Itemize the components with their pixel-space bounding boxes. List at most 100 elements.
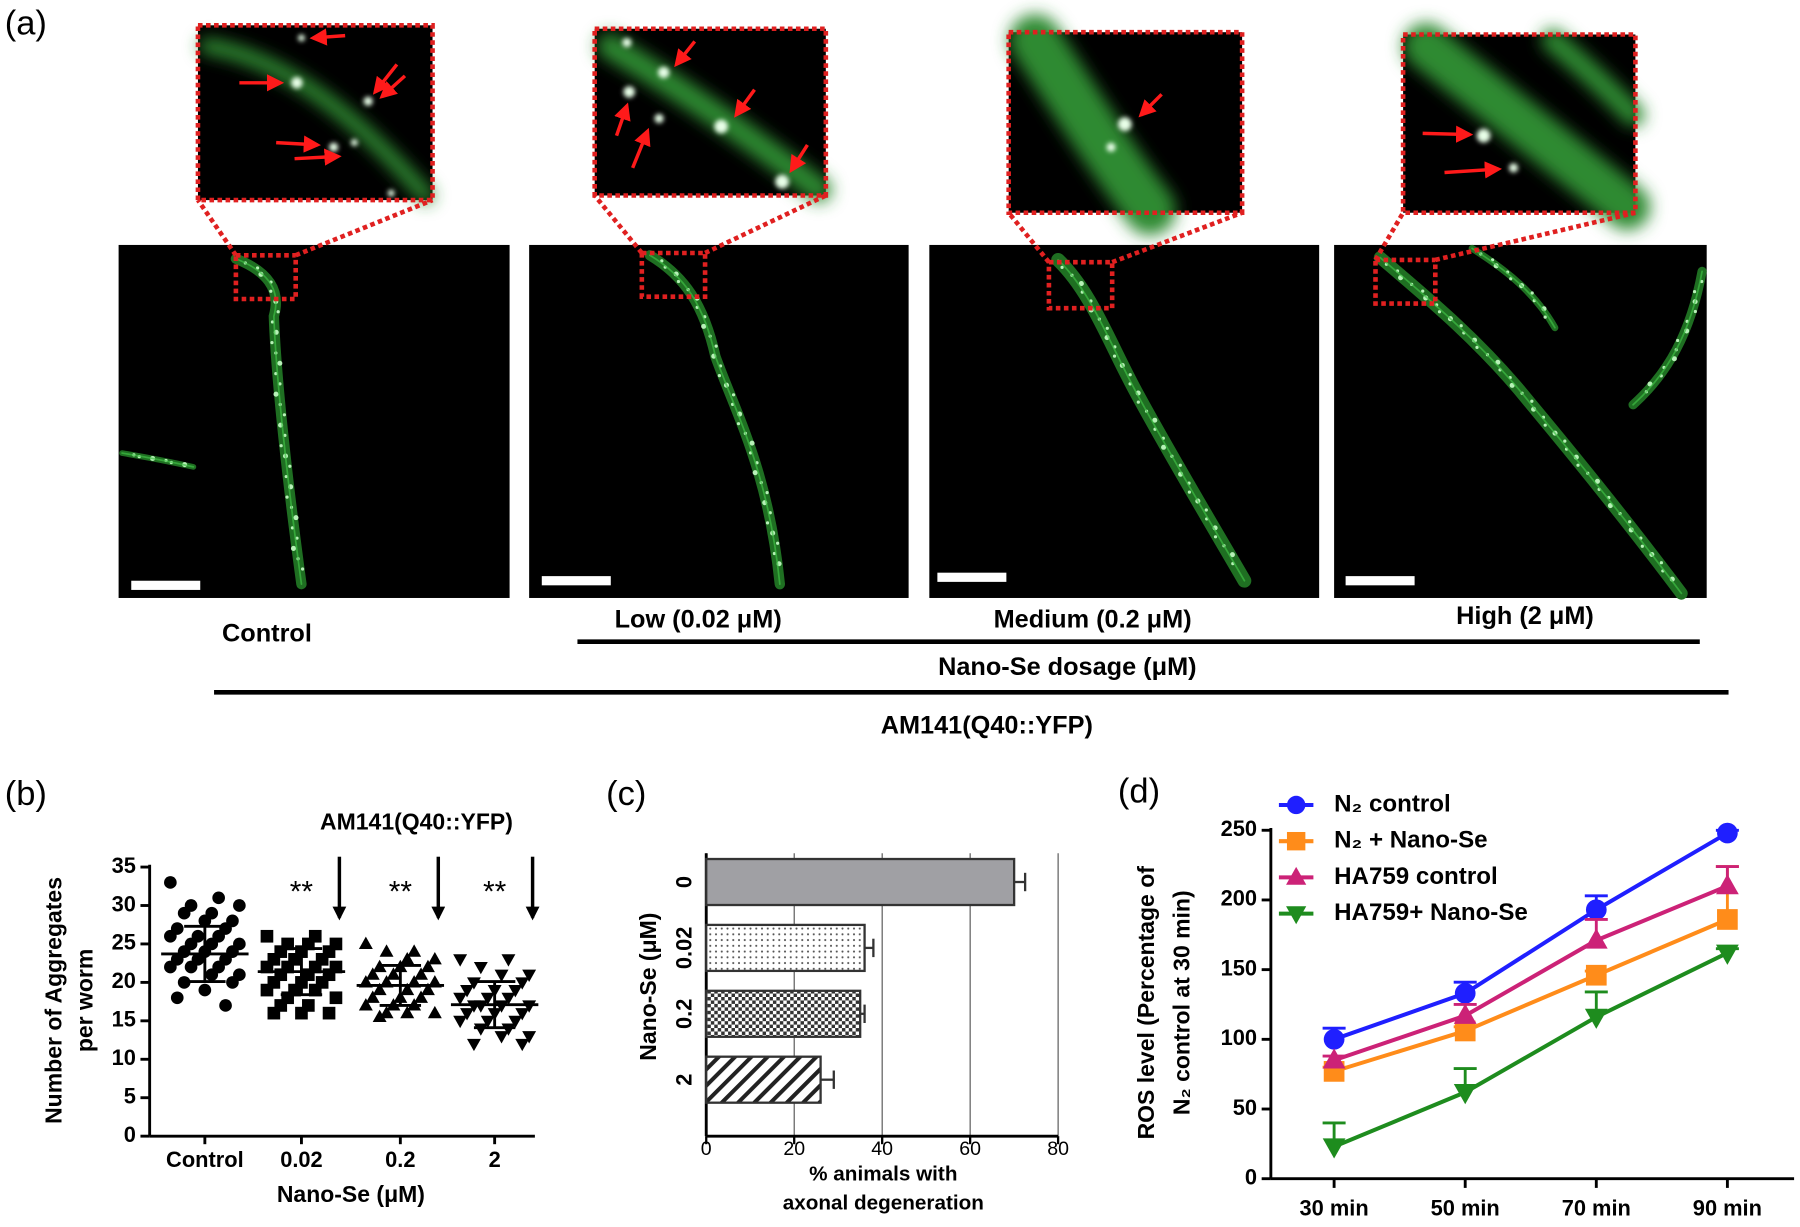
x-tick-label: 70 min: [1562, 1196, 1631, 1221]
marker: [473, 1023, 488, 1036]
data-point: [1585, 899, 1607, 921]
aggregate-dot: [731, 393, 736, 397]
marker: [164, 960, 177, 974]
y-tick-label: 100: [1221, 1025, 1257, 1050]
y-tick-label: 150: [1221, 955, 1257, 980]
y-tick-label: 2: [671, 1074, 696, 1086]
aggregate-dot: [1530, 291, 1534, 295]
arrow: [734, 88, 756, 118]
arrow: [614, 102, 631, 137]
data-point: [1585, 964, 1607, 986]
aggregate: [329, 142, 339, 152]
x-tick-label: 0.02: [280, 1147, 322, 1172]
y-tick-label: 0: [1245, 1164, 1257, 1189]
aggregate-dot: [765, 491, 769, 495]
marker: [407, 944, 422, 957]
marker: [365, 990, 380, 1003]
marker: [219, 999, 232, 1012]
x-axis-label: % animals with: [809, 1163, 957, 1186]
y-tick-label: 15: [112, 1007, 136, 1032]
micrograph: [929, 244, 1320, 598]
marker: [400, 952, 415, 965]
worms: [119, 244, 1707, 600]
x-tick-label: 30 min: [1300, 1196, 1369, 1221]
aggregate-dot: [1640, 544, 1644, 548]
arrow: [1138, 93, 1163, 118]
worm-edge: [649, 254, 781, 586]
y-tick-label: 250: [1221, 816, 1257, 841]
data-point: [1584, 1008, 1608, 1029]
marker: [372, 959, 387, 973]
aggregate-dot: [1530, 399, 1534, 403]
worm-dots: [1057, 259, 1246, 582]
marker: [414, 967, 429, 980]
aggregate-dot: [714, 344, 718, 348]
aggregate-dot: [269, 289, 273, 293]
strain-label: AM141(Q40::YFP): [881, 711, 1093, 739]
aggregate: [350, 139, 358, 147]
y-tick-label: 35: [112, 853, 136, 878]
marker: [260, 960, 274, 974]
y-tick-label: 0.2: [671, 999, 696, 1029]
y-tick-label: 200: [1221, 886, 1257, 911]
worm-edge: [1379, 256, 1683, 595]
zoom-region: [639, 250, 708, 299]
x-tick-label: 50 min: [1431, 1196, 1500, 1221]
marker: [453, 1015, 468, 1029]
micrograph: [529, 244, 909, 598]
marker: [379, 944, 394, 957]
aggregate-dot: [1437, 310, 1442, 314]
series-line: [1333, 831, 1729, 1042]
marker: [372, 1009, 387, 1023]
zoom-connector: [196, 197, 434, 258]
zoom-region: [1046, 259, 1115, 311]
aggregate-dot: [1659, 561, 1663, 565]
zoom-connector: [1006, 210, 1243, 265]
data-point: [1322, 1138, 1346, 1159]
worm-edge: [1632, 270, 1703, 406]
x-axis-label: axonal degeneration: [783, 1191, 984, 1214]
tissue: [1009, 14, 1176, 236]
aggregate: [623, 86, 635, 98]
aggregate-dot: [1178, 463, 1182, 467]
x-tick-label: 40: [871, 1138, 893, 1160]
aggregate: [387, 189, 395, 197]
x-tick-label: 80: [1047, 1138, 1069, 1160]
y-tick-label: 10: [112, 1045, 136, 1070]
condition-label: Medium (0.2 μM): [994, 606, 1192, 634]
dosage-label: Nano-Se dosage (μM): [938, 653, 1196, 681]
scale-bar: [541, 576, 611, 586]
series-line: [1333, 884, 1729, 1063]
x-tick-label: 20: [783, 1138, 805, 1160]
panel-label: (a): [5, 4, 47, 42]
data-point: [1323, 1028, 1345, 1050]
zoom-boxes: [195, 22, 1638, 311]
marker: [358, 936, 373, 950]
aggregate-dot: [1229, 552, 1235, 558]
y-tick-label: 20: [112, 968, 136, 993]
marker: [460, 1008, 474, 1021]
worm-dots: [235, 257, 305, 586]
worm-edge: [121, 452, 195, 468]
data-point: [1584, 928, 1608, 949]
y-axis-label: Nano-Se (μM): [635, 913, 661, 1061]
marker: [267, 1006, 281, 1020]
marker: [522, 969, 537, 982]
aggregate-dot: [1136, 400, 1140, 404]
bar: [705, 1055, 822, 1104]
arrow: [309, 28, 346, 46]
aggregate-dot: [1671, 356, 1677, 362]
scale-bar: [937, 572, 1007, 582]
y-axis-label: ROS level (Percentage of: [1133, 866, 1159, 1140]
aggregate-dot: [301, 567, 305, 571]
aggregate: [297, 34, 305, 42]
aggregate-dot: [1213, 535, 1218, 539]
aggregate: [363, 96, 373, 106]
aggregate-dot: [1152, 417, 1158, 423]
aggregate-dot: [279, 444, 283, 448]
aggregate-dot: [290, 545, 296, 551]
panel-label: (d): [1118, 773, 1160, 811]
marker: [508, 1015, 523, 1029]
aggregate-dot: [1187, 490, 1192, 494]
marker: [233, 899, 246, 912]
